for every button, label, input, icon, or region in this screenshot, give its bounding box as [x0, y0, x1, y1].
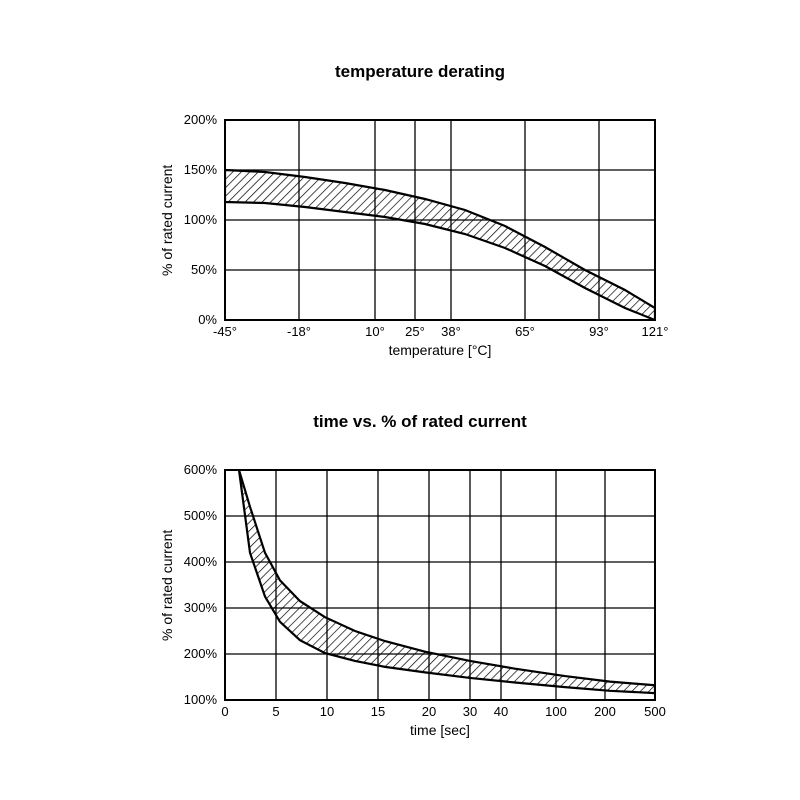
svg-text:500%: 500%	[184, 508, 218, 523]
svg-text:200: 200	[594, 704, 616, 719]
chart-title: time vs. % of rated current	[155, 412, 685, 432]
y-axis-label: % of rated current	[159, 529, 175, 640]
svg-text:93°: 93°	[589, 324, 609, 339]
svg-text:15: 15	[371, 704, 385, 719]
y-axis-label: % of rated current	[159, 164, 175, 275]
svg-text:150%: 150%	[184, 162, 218, 177]
svg-text:5: 5	[272, 704, 279, 719]
svg-text:10: 10	[320, 704, 334, 719]
svg-text:10°: 10°	[365, 324, 385, 339]
y-tick-labels: 0% 50% 100% 150% 200%	[184, 112, 218, 327]
y-tick-labels: 100% 200% 300% 400% 500% 600%	[184, 462, 218, 707]
svg-text:200%: 200%	[184, 112, 218, 127]
page: { "background_color": "#ffffff", "stroke…	[0, 0, 800, 800]
derating-band	[225, 170, 655, 320]
svg-text:121°: 121°	[642, 324, 669, 339]
x-tick-labels: 0 5 10 15 20 30 40 100 200 500	[221, 704, 665, 719]
svg-text:30: 30	[463, 704, 477, 719]
svg-text:0%: 0%	[198, 312, 217, 327]
svg-text:-18°: -18°	[287, 324, 311, 339]
svg-text:100%: 100%	[184, 212, 218, 227]
svg-text:38°: 38°	[441, 324, 461, 339]
chart-title: temperature derating	[155, 62, 685, 82]
svg-text:100: 100	[545, 704, 567, 719]
x-tick-labels: -45°-18°10°25°38°65°93°121°	[213, 324, 668, 339]
chart-time-vs-current: time vs. % of rated current % of rated c…	[155, 412, 685, 730]
svg-text:600%: 600%	[184, 462, 218, 477]
chart-temperature-derating: temperature derating % of rated current …	[155, 62, 685, 350]
svg-text:25°: 25°	[405, 324, 425, 339]
svg-text:100%: 100%	[184, 692, 218, 707]
svg-text:200%: 200%	[184, 646, 218, 661]
time-current-band	[239, 470, 655, 693]
x-axis-label: temperature [°C]	[225, 342, 655, 358]
svg-text:500: 500	[644, 704, 666, 719]
svg-text:65°: 65°	[515, 324, 535, 339]
svg-text:40: 40	[494, 704, 508, 719]
svg-text:20: 20	[422, 704, 436, 719]
chart-plot-area: 0 5 10 15 20 30 40 100 200 500 100% 200% 300% 400% 50…	[155, 438, 685, 730]
svg-text:400%: 400%	[184, 554, 218, 569]
svg-text:50%: 50%	[191, 262, 217, 277]
svg-text:300%: 300%	[184, 600, 218, 615]
svg-text:0: 0	[221, 704, 228, 719]
chart-plot-area: -45°-18°10°25°38°65°93°121° 0%50%100%150…	[155, 88, 685, 350]
x-axis-label: time [sec]	[225, 722, 655, 738]
